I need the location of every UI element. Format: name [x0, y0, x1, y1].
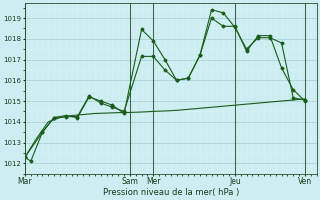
X-axis label: Pression niveau de la mer( hPa ): Pression niveau de la mer( hPa ) — [103, 188, 239, 197]
